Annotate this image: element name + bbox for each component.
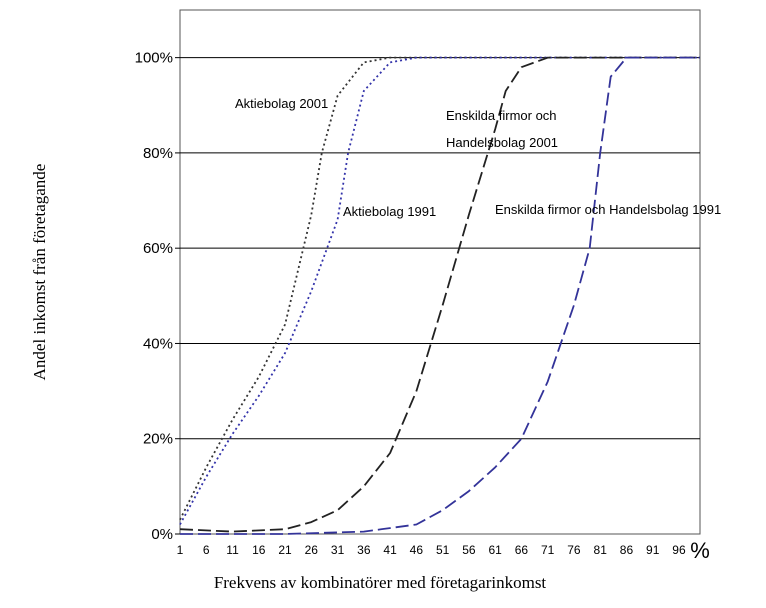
y-tick-labels: 0% 20% 40% 60% 80% 100%	[135, 50, 173, 543]
y-tick-label: 40%	[143, 335, 173, 352]
series-lines	[179, 56, 700, 535]
annotation-enskilda-2001-line1: Enskilda firmor och	[446, 108, 557, 123]
x-tick-label: 36	[357, 543, 371, 557]
x-tick-label: 26	[305, 543, 319, 557]
x-tick-label: 11	[226, 543, 239, 557]
y-axis-label: Andel inkomst från företagande	[30, 164, 49, 381]
y-tick-label: 80%	[143, 145, 173, 162]
annotation-aktiebolag-2001: Aktiebolag 2001	[235, 96, 328, 111]
series-line-2	[179, 56, 700, 533]
x-tick-label: 46	[410, 543, 424, 557]
x-tick-label: 21	[278, 543, 292, 557]
y-tick-label: 0%	[151, 526, 173, 543]
x-axis-label: Frekvens av kombinatörer med företagarin…	[214, 573, 547, 592]
x-axis-unit: %	[690, 538, 710, 563]
y-tick-label: 60%	[143, 240, 173, 257]
x-tick-label: 81	[594, 543, 608, 557]
series-line-3	[180, 56, 700, 535]
x-tick-label: 86	[620, 543, 634, 557]
x-tick-label: 71	[541, 543, 555, 557]
x-tick-label: 16	[252, 543, 266, 557]
y-tick-label: 100%	[135, 50, 173, 67]
y-tick-label: 20%	[143, 431, 173, 448]
x-tick-label: 51	[436, 543, 450, 557]
annotation-enskilda-1991: Enskilda firmor och Handelsbolag 1991	[495, 202, 721, 217]
x-tick-label: 91	[646, 543, 660, 557]
x-tick-label: 66	[515, 543, 529, 557]
annotation-enskilda-2001-line2: Handelsbolag 2001	[446, 135, 558, 150]
x-tick-label: 56	[462, 543, 476, 557]
x-tick-label: 61	[488, 543, 502, 557]
x-tick-label: 31	[331, 543, 345, 557]
x-tick-label: 6	[203, 543, 210, 557]
x-tick-labels: 1 6 11 16 21 26 31 36 41 46 51 56 61 66 71 76 81 86 91 96	[177, 543, 686, 557]
annotation-aktiebolag-1991: Aktiebolag 1991	[343, 204, 436, 219]
x-tick-label: 41	[383, 543, 397, 557]
plot-area	[179, 9, 701, 535]
x-tick-label: 96	[672, 543, 686, 557]
x-tick-label: 76	[567, 543, 581, 557]
x-tick-label: 1	[177, 543, 184, 557]
